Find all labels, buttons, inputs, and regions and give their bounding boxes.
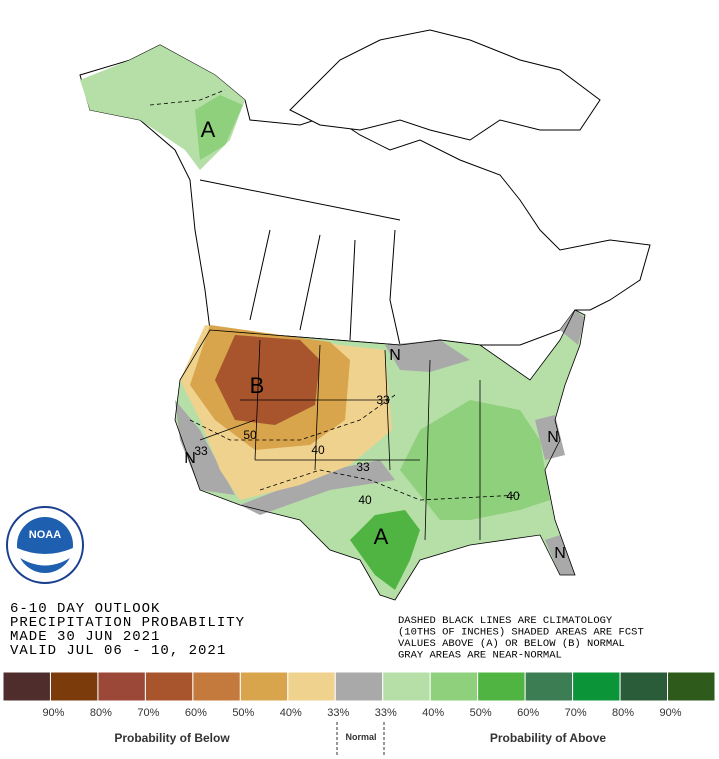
legend-swatch bbox=[382, 671, 431, 702]
legend-swatch bbox=[334, 671, 384, 702]
forecast-areas bbox=[80, 45, 585, 600]
legend-swatch bbox=[239, 671, 289, 702]
legend-label: 40% bbox=[422, 707, 444, 719]
legend-swatch bbox=[524, 671, 574, 702]
legend-label: 90% bbox=[42, 707, 64, 719]
legend-swatch bbox=[667, 671, 716, 702]
legend-swatch bbox=[477, 671, 526, 702]
legend-below: Probability of Below bbox=[114, 731, 230, 745]
legend-label: 80% bbox=[612, 707, 634, 719]
legend-label: 50% bbox=[232, 707, 254, 719]
legend-label: 60% bbox=[185, 707, 207, 719]
note-line: DASHED BLACK LINES ARE CLIMATOLOGY bbox=[398, 615, 613, 627]
note-line: (10THS OF INCHES) SHADED AREAS ARE FCST bbox=[398, 627, 644, 639]
map-label: 33 bbox=[376, 393, 390, 407]
map-label: B bbox=[250, 373, 265, 398]
note-line: GRAY AREAS ARE NEAR-NORMAL bbox=[398, 650, 562, 662]
map-label: N bbox=[554, 545, 566, 562]
map-label: N bbox=[184, 450, 196, 467]
us-borders bbox=[174, 309, 586, 601]
map-label: 40 bbox=[506, 489, 520, 503]
legend-label: 70% bbox=[565, 707, 587, 719]
legend-swatch bbox=[97, 671, 146, 702]
legend-swatch bbox=[192, 671, 241, 702]
map-label: 40 bbox=[311, 443, 325, 457]
legend-swatch bbox=[2, 671, 51, 702]
legend: 90% 80% 70% 60% 50% 40% 33% 33% 40% 50% 60% 70% 80% 9… bbox=[2, 671, 716, 756]
logo-text: NOAA bbox=[29, 529, 61, 541]
legend-label: 90% bbox=[660, 707, 682, 719]
legend-notes: DASHED BLACK LINES ARE CLIMATOLOGY(10THS… bbox=[398, 615, 644, 662]
legend-normal: Normal bbox=[345, 732, 376, 742]
map-label: 33 bbox=[194, 444, 208, 458]
note-line: VALUES ABOVE (A) OR BELOW (B) NORMAL bbox=[398, 638, 625, 650]
outlook-line: PRECIPITATION PROBABILITY bbox=[10, 615, 245, 631]
climatology-lines bbox=[149, 89, 521, 501]
legend-label: 40% bbox=[280, 707, 302, 719]
legend-swatch bbox=[144, 671, 194, 702]
legend-swatch bbox=[572, 671, 621, 702]
map-label: N bbox=[547, 429, 559, 446]
legend-label: 50% bbox=[470, 707, 492, 719]
outlook-line: VALID JUL 06 - 10, 2021 bbox=[10, 643, 226, 659]
legend-label: 33% bbox=[327, 707, 349, 719]
legend-above: Probability of Above bbox=[490, 731, 607, 745]
map-label: 50 bbox=[243, 428, 257, 442]
legend-swatch bbox=[49, 671, 99, 702]
legend-label: 80% bbox=[90, 707, 112, 719]
outlook-line: 6-10 DAY OUTLOOK bbox=[10, 601, 160, 617]
map-label: A bbox=[201, 117, 216, 142]
legend-swatch bbox=[429, 671, 479, 702]
map-label: 40 bbox=[358, 493, 372, 507]
legend-swatch bbox=[619, 671, 669, 702]
map-label: N bbox=[389, 347, 401, 364]
legend-label: 60% bbox=[517, 707, 539, 719]
map-label: A bbox=[374, 524, 389, 549]
legend-label: 33% bbox=[375, 707, 397, 719]
outlook-line: MADE 30 JUN 2021 bbox=[10, 629, 160, 645]
legend-label: 70% bbox=[137, 707, 159, 719]
map-label: 33 bbox=[356, 460, 370, 474]
legend-swatch bbox=[287, 671, 336, 702]
noaa-logo: NOAA bbox=[6, 506, 84, 584]
